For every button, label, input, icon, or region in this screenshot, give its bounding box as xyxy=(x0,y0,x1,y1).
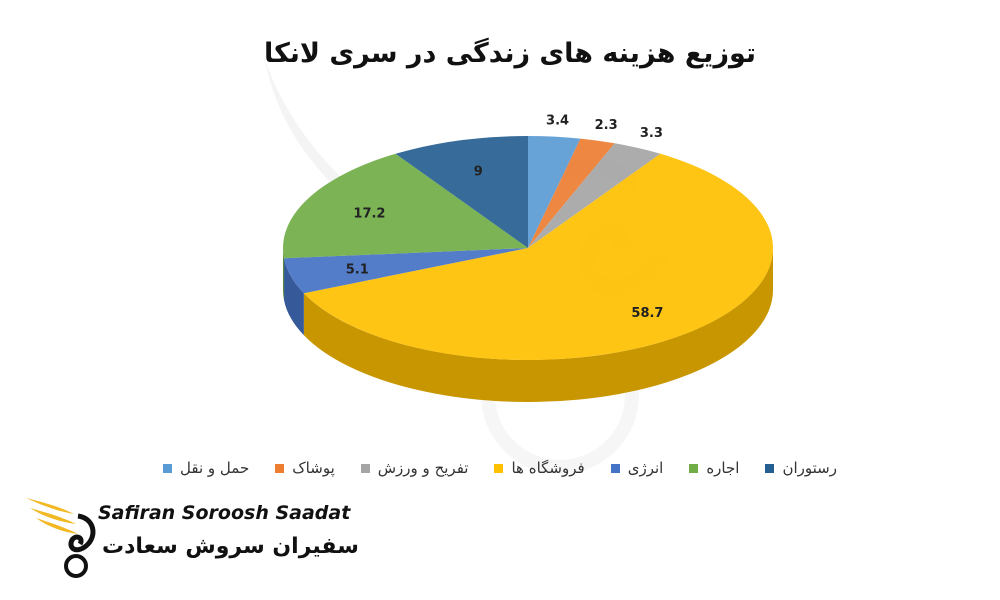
legend-label: حمل و نقل xyxy=(180,459,250,477)
brand-logo: Safiran Soroosh Saadat سفیران سروش سعادت xyxy=(22,492,359,582)
slice-5 xyxy=(283,153,528,259)
legend-item-2: انرژی xyxy=(610,459,664,477)
legend-swatch xyxy=(765,463,775,473)
legend-item-6: حمل و نقل xyxy=(163,459,249,477)
legend-item-4: تفریح و ورزش xyxy=(360,459,469,477)
legend-swatch xyxy=(163,463,173,473)
pie-side-5 xyxy=(283,248,285,301)
brand-name-fa: سفیران سروش سعادت xyxy=(102,534,359,559)
slice-3 xyxy=(303,153,774,360)
legend-item-1: اجاره xyxy=(689,459,739,477)
pie-data-labels: 3.4 2.3 3.3 58.7 5.1 17.2 9 xyxy=(346,113,664,321)
pie-side-layer xyxy=(283,248,773,402)
data-label-2: 3.3 xyxy=(640,126,663,141)
legend-item-3: فروشگاه ها xyxy=(494,459,585,477)
legend-item-5: پوشاک xyxy=(275,459,335,477)
data-label-1: 2.3 xyxy=(595,118,618,133)
chart-title: توزیع هزینه های زندگی در سری لانکا xyxy=(263,38,757,69)
data-label-6: 9 xyxy=(474,165,483,180)
legend-swatch xyxy=(610,463,620,473)
slice-4 xyxy=(284,248,528,294)
legend-label: انرژی xyxy=(627,459,664,477)
slice-0 xyxy=(528,136,581,248)
legend-swatch xyxy=(494,463,504,473)
pie-top-layer xyxy=(283,136,774,360)
bird-logo-icon xyxy=(26,498,96,578)
slice-6 xyxy=(395,136,528,248)
chart-legend: رستوران اجاره انرژی فروشگاه ها تفریح و ورزش پ… xyxy=(140,456,860,480)
legend-label: فروشگاه ها xyxy=(511,459,585,477)
legend-label: اجاره xyxy=(706,459,740,477)
legend-swatch xyxy=(275,463,285,473)
legend-label: تفریح و ورزش xyxy=(377,459,469,477)
data-label-5: 17.2 xyxy=(353,207,385,222)
legend-label: پوشاک xyxy=(292,459,335,477)
data-label-0: 3.4 xyxy=(546,113,569,128)
slice-2 xyxy=(528,143,661,248)
legend-swatch xyxy=(689,463,699,473)
brand-name-en: Safiran Soroosh Saadat xyxy=(98,502,351,524)
legend-swatch xyxy=(360,463,370,473)
pie-side-4 xyxy=(284,258,304,336)
data-label-3: 58.7 xyxy=(631,306,663,321)
slice-1 xyxy=(528,138,615,248)
pie-side-3 xyxy=(303,248,773,402)
data-label-4: 5.1 xyxy=(346,262,369,277)
legend-label: رستوران xyxy=(782,459,837,477)
legend-item-0: رستوران xyxy=(765,459,837,477)
